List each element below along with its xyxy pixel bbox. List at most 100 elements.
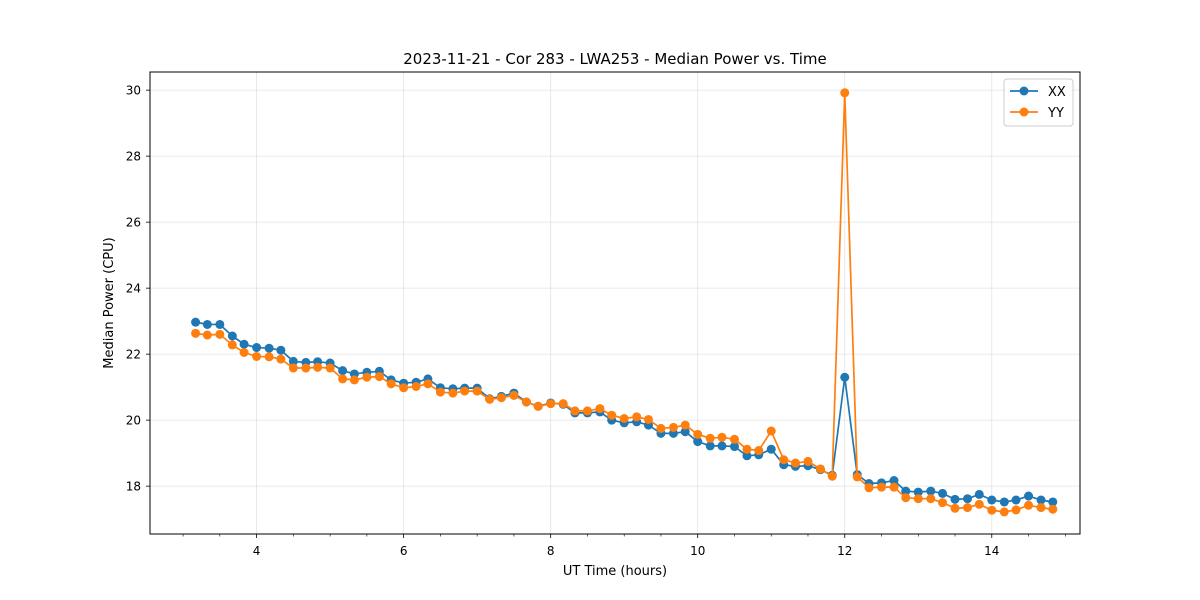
- data-point-yy: [399, 383, 409, 393]
- data-point-yy: [680, 420, 690, 430]
- data-point-yy: [386, 379, 396, 389]
- data-point-yy: [815, 464, 825, 474]
- data-point-yy: [607, 410, 617, 420]
- data-point-yy: [496, 393, 506, 403]
- data-point-yy: [276, 354, 286, 364]
- x-tick-label: 10: [690, 544, 705, 558]
- data-point-yy: [987, 505, 997, 515]
- data-point-yy: [790, 458, 800, 468]
- data-point-xx: [901, 486, 911, 496]
- data-point-yy: [803, 456, 813, 466]
- data-point-yy: [595, 404, 605, 414]
- data-point-xx: [215, 319, 225, 329]
- data-point-yy: [852, 472, 862, 482]
- data-point-yy: [693, 429, 703, 439]
- y-tick-label: 24: [126, 282, 141, 296]
- data-point-xx: [338, 366, 348, 376]
- data-point-yy: [570, 406, 580, 416]
- x-tick-label: 14: [984, 544, 999, 558]
- data-point-xx: [963, 494, 973, 504]
- data-point-xx: [840, 372, 850, 382]
- data-point-yy: [423, 379, 433, 389]
- data-point-yy: [1011, 505, 1021, 515]
- data-point-xx: [1036, 495, 1046, 505]
- data-point-yy: [460, 386, 470, 396]
- data-point-yy: [938, 498, 948, 508]
- data-point-xx: [1011, 495, 1021, 505]
- axis-ticks: 4 6 8 10 12 14 18 20 22 24 26 28 30: [126, 84, 1066, 558]
- data-point-yy: [264, 352, 274, 362]
- data-point-xx: [705, 441, 715, 451]
- data-point-yy: [864, 483, 874, 493]
- y-tick-label: 22: [126, 348, 141, 362]
- data-point-yy: [227, 340, 237, 350]
- data-point-yy: [533, 401, 543, 411]
- data-point-xx: [766, 444, 776, 454]
- data-point-xx: [889, 476, 899, 486]
- legend-label-xx: XX: [1048, 85, 1066, 100]
- data-point-xx: [729, 442, 739, 452]
- data-point-xx: [239, 339, 249, 349]
- data-point-xx: [938, 488, 948, 498]
- x-tick-label: 4: [253, 544, 261, 558]
- data-point-xx: [264, 343, 274, 353]
- data-point-yy: [239, 348, 249, 357]
- data-point-xx: [950, 494, 960, 504]
- data-point-yy: [349, 375, 359, 385]
- data-point-yy: [509, 390, 519, 400]
- x-tick-label: 6: [400, 544, 408, 558]
- data-point-yy: [632, 412, 642, 422]
- legend-label-yy: YY: [1047, 106, 1064, 121]
- data-point-yy: [374, 372, 384, 382]
- data-point-xx: [276, 345, 286, 355]
- y-tick-label: 20: [126, 414, 141, 428]
- data-point-yy: [643, 414, 653, 424]
- data-point-yy: [668, 422, 678, 432]
- data-point-xx: [999, 497, 1009, 507]
- data-point-yy: [1024, 500, 1034, 510]
- data-point-yy: [313, 362, 323, 372]
- data-point-yy: [742, 444, 752, 454]
- data-point-yy: [901, 493, 911, 503]
- data-point-xx: [693, 437, 703, 447]
- chart-title: 2023-11-21 - Cor 283 - LWA253 - Median P…: [403, 50, 827, 68]
- data-point-yy: [1048, 504, 1058, 514]
- data-point-yy: [889, 482, 899, 492]
- data-point-yy: [656, 423, 666, 433]
- series-line-xx: [195, 321, 1053, 503]
- data-point-yy: [877, 482, 886, 492]
- plot-frame: [149, 71, 1081, 535]
- x-tick-label: 12: [837, 544, 852, 558]
- data-point-yy: [582, 406, 592, 416]
- data-point-xx: [717, 441, 727, 451]
- x-axis-label: UT Time (hours): [563, 564, 667, 579]
- data-point-yy: [215, 329, 225, 339]
- data-point-yy: [325, 363, 335, 373]
- data-point-yy: [999, 507, 1009, 517]
- data-point-xx: [227, 331, 237, 341]
- data-point-xx: [1024, 491, 1034, 501]
- y-tick-label: 30: [126, 84, 141, 98]
- legend-marker-yy: [1019, 107, 1029, 117]
- x-tick-label: 8: [547, 544, 555, 558]
- data-point-xx: [742, 451, 752, 461]
- data-point-yy: [411, 381, 421, 391]
- data-point-yy: [974, 499, 984, 509]
- data-point-yy: [754, 446, 764, 456]
- data-point-yy: [521, 397, 531, 407]
- data-point-xx: [202, 319, 212, 329]
- data-point-yy: [546, 399, 556, 409]
- data-point-yy: [950, 503, 960, 513]
- y-tick-label: 18: [126, 480, 141, 494]
- data-point-yy: [1036, 503, 1046, 513]
- data-point-yy: [362, 372, 372, 382]
- data-point-yy: [485, 394, 495, 404]
- data-point-yy: [472, 386, 482, 396]
- data-point-yy: [435, 387, 445, 397]
- legend: XX YY: [1003, 78, 1074, 127]
- series-line-yy: [195, 91, 1053, 513]
- grid-lines: [150, 72, 1080, 534]
- data-point-yy: [558, 399, 568, 409]
- data-point-yy: [963, 503, 973, 513]
